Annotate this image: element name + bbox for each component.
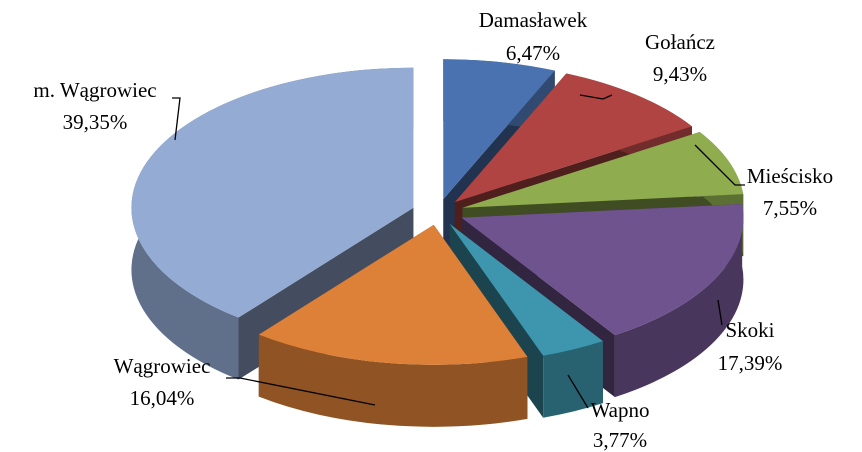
value-label: 39,35% [63, 110, 128, 134]
category-label: Damasławek [479, 8, 588, 32]
slice-top [462, 131, 744, 208]
slice-top [454, 73, 692, 203]
category-label: Mieścisko [747, 164, 833, 188]
slice-top [461, 204, 744, 336]
value-label: 6,47% [506, 41, 560, 65]
value-label: 7,55% [763, 196, 817, 220]
slice-top [449, 223, 603, 356]
category-label: Gołańcz [645, 30, 715, 54]
leader-line [226, 377, 376, 406]
slice-top [131, 67, 414, 318]
leader-line [567, 374, 589, 409]
leader-line [579, 94, 613, 100]
slice-wall [258, 334, 528, 427]
category-label: Wapno [591, 398, 650, 422]
value-label: 16,04% [130, 386, 195, 410]
slice-top [258, 224, 528, 365]
value-label: 17,39% [718, 351, 783, 375]
pie [131, 59, 744, 427]
category-label: Skoki [725, 318, 774, 342]
slice-wall [614, 204, 744, 398]
pie-slice [258, 224, 528, 427]
leader-line [694, 144, 745, 186]
category-label: m. Wągrowiec [33, 78, 156, 102]
slice-wall [543, 341, 603, 418]
leader-line [717, 299, 723, 326]
slice-top [443, 59, 555, 200]
leader-line [172, 97, 181, 141]
category-label: Wągrowiec [114, 354, 211, 378]
value-label: 9,43% [653, 62, 707, 86]
value-label: 3,77% [593, 428, 647, 452]
